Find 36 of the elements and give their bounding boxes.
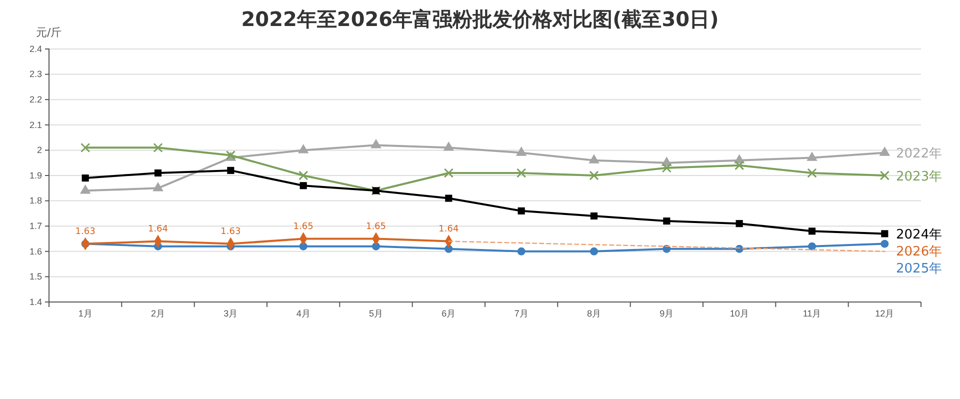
data-label: 1.64: [148, 224, 168, 234]
y-tick-label: 1.9: [29, 170, 42, 180]
x-tick-label: 8月: [586, 308, 602, 318]
y-tick-label: 2: [36, 145, 42, 156]
x-tick-label: 10月: [730, 308, 749, 318]
y-tick-label: 2.2: [29, 94, 42, 104]
series-label: 2025年: [896, 262, 942, 277]
x-tick-label: 7月: [514, 308, 528, 318]
data-label: 1.63: [75, 226, 96, 237]
x-tick-label: 6月: [442, 308, 456, 318]
x-tick-label: 5月: [368, 308, 384, 318]
y-tick-label: 1.7: [29, 220, 42, 231]
y-tick-label: 1.4: [29, 296, 42, 307]
series-label: 2023年: [896, 170, 942, 184]
text: 2026年: [896, 244, 942, 260]
x-tick-label: 2月: [150, 308, 166, 318]
y-axis-title: 元/斤: [36, 26, 62, 39]
data-label: 1.64: [438, 224, 459, 234]
x-tick-label: 9月: [660, 308, 674, 318]
series-label: 2022年: [896, 146, 942, 162]
y-tick-label: 2.4: [29, 44, 42, 54]
x-tick-label: 4月: [296, 308, 310, 318]
x-tick-label: 1月: [78, 308, 92, 318]
y-tick-label: 1.8: [29, 196, 42, 206]
chart-title: 2022年至2026年富强粉批发价格对比图(截至30日): [241, 7, 719, 31]
y-tick-label: 2.1: [29, 120, 42, 130]
x-tick-label: 3月: [224, 308, 238, 318]
y-tick-label: 2.3: [29, 69, 42, 80]
data-label: 1.65: [293, 222, 314, 232]
data-label: 1.63: [220, 226, 241, 237]
y-tick-label: 1.5: [29, 272, 42, 282]
data-label: 1.65: [366, 222, 386, 232]
series-label: 2024年: [896, 228, 942, 243]
x-tick-label: 11月: [802, 308, 822, 318]
y-tick-label: 1.6: [29, 246, 42, 256]
x-tick-label: 12月: [875, 308, 894, 318]
